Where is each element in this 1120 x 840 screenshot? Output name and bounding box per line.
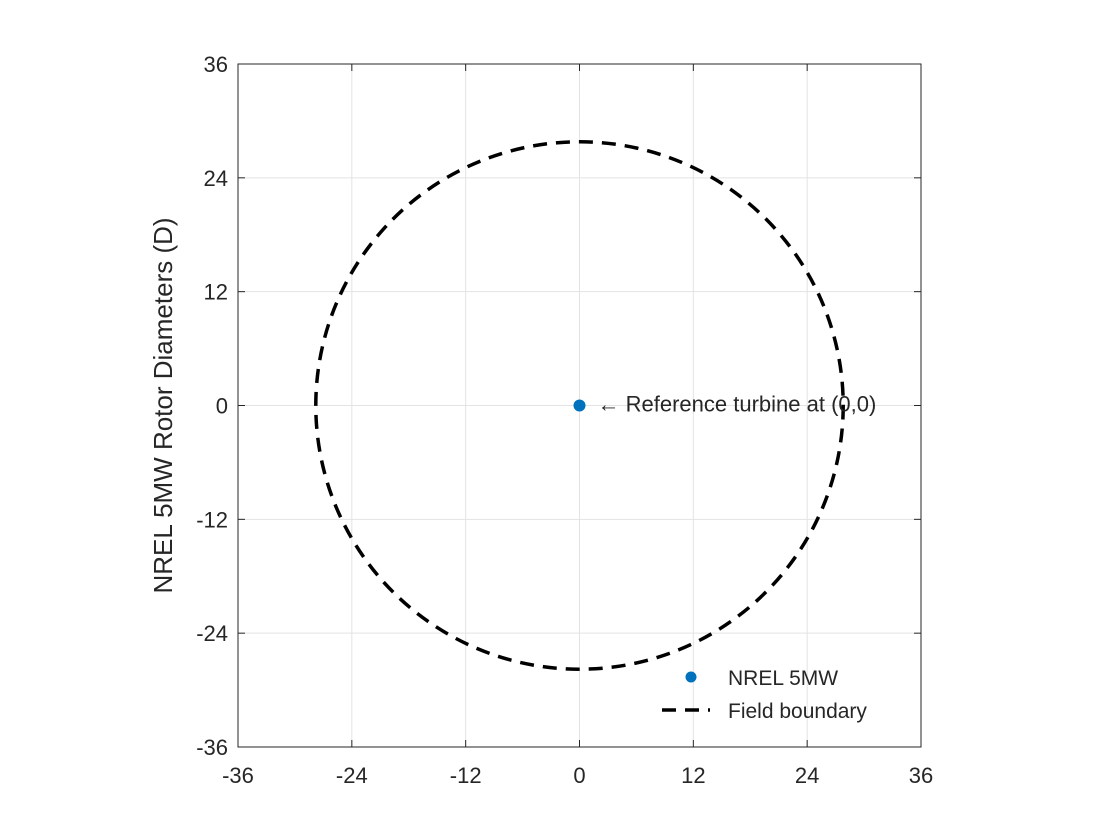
y-tick-label: 12 [204, 280, 228, 305]
x-tick-label: -12 [450, 763, 482, 788]
legend-entry-label: Field boundary [728, 700, 867, 723]
legend: NREL 5MW Field boundary [662, 667, 867, 723]
y-tick-label: 24 [204, 166, 228, 191]
y-tick-label: 0 [216, 394, 228, 419]
axes [237, 63, 922, 748]
y-tick-label: -36 [196, 735, 228, 760]
x-tick-label: -24 [336, 763, 368, 788]
x-tick-label: 0 [573, 763, 585, 788]
field-boundary-circle [314, 140, 845, 671]
y-axis-label: NREL 5MW Rotor Diameters (D) [148, 217, 178, 593]
x-tick-label: 24 [795, 763, 819, 788]
x-tick-label: 36 [909, 763, 933, 788]
y-tick-label: -12 [196, 507, 228, 532]
x-tick-label: -36 [222, 763, 254, 788]
plot-series [314, 140, 845, 671]
turbine-point [573, 399, 586, 412]
x-tick-label: 12 [681, 763, 705, 788]
annotations: ← Reference turbine at (0,0) [598, 392, 877, 417]
y-tick-label: -24 [196, 621, 228, 646]
tick-labels: -36 -24 -12 0 12 24 36 -36 -24 -12 0 12 24 36 [196, 52, 933, 788]
legend-entry-label: NREL 5MW [728, 667, 838, 690]
y-tick-label: 36 [204, 52, 228, 77]
reference-turbine-annotation: ← Reference turbine at (0,0) [598, 392, 877, 417]
legend-marker-scatter [685, 671, 697, 683]
